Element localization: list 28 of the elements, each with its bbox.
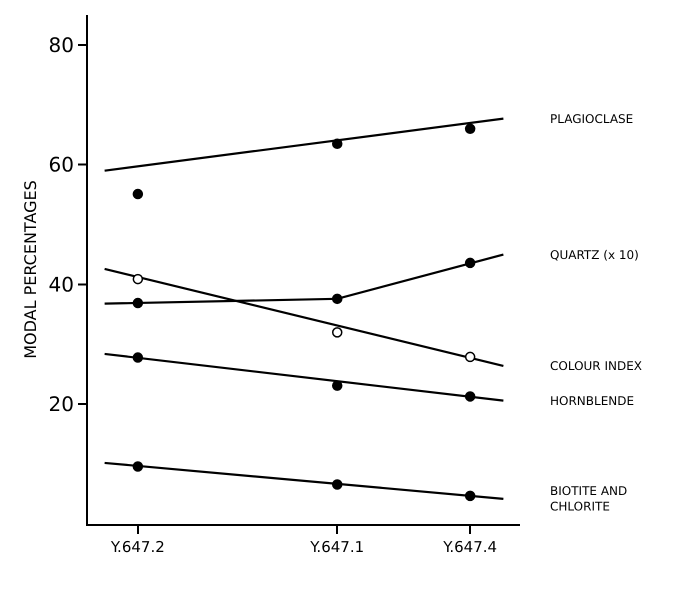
point <box>132 188 144 200</box>
x-tick-label: Y.647.1 <box>309 538 364 556</box>
y-tick-label: 40 <box>48 272 74 296</box>
y-tick-label: 20 <box>48 392 74 416</box>
text: BIOTITE AND CHLORITE <box>550 484 628 514</box>
y-tick-label: 60 <box>48 152 74 177</box>
text: PLAGIOCLASE <box>550 112 634 126</box>
point <box>464 352 476 362</box>
point <box>132 461 144 472</box>
point <box>332 380 342 391</box>
point <box>332 327 342 338</box>
text: COLOUR INDEX <box>550 359 642 373</box>
point <box>132 274 144 284</box>
point <box>464 124 476 134</box>
point <box>332 294 342 304</box>
point <box>132 298 144 308</box>
x-tick-label: Y.647.4 <box>442 538 498 556</box>
point <box>464 490 476 502</box>
text: HORNBLENDE <box>550 394 634 408</box>
point <box>464 391 476 402</box>
text: QUARTZ (x 10) <box>550 248 639 262</box>
point <box>464 258 476 268</box>
y-axis-title: MODAL PERCENTAGES <box>20 180 40 359</box>
x-tick-label: Y.647.2 <box>110 538 165 556</box>
point <box>332 138 342 149</box>
point <box>332 479 342 490</box>
y-tick-label: 80 <box>48 32 74 57</box>
point <box>132 352 144 363</box>
